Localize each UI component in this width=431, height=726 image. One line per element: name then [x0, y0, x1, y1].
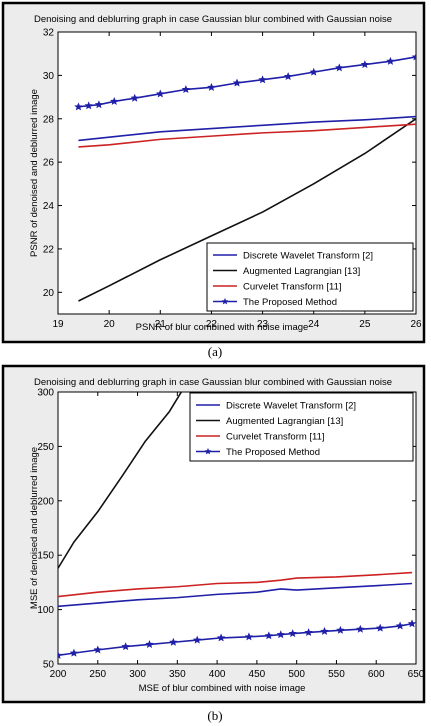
y-tick-label: 50	[43, 660, 55, 671]
x-tick-label: 200	[50, 669, 67, 680]
star-marker	[320, 626, 329, 635]
legend-label-1: Discrete Wavelet Transform [2]	[226, 401, 356, 412]
legend-b-box	[189, 392, 414, 462]
x-tick-label: 23	[257, 319, 269, 330]
y-tick-label: 250	[37, 442, 54, 453]
y-tick-label: 32	[43, 28, 55, 39]
star-marker	[309, 67, 318, 76]
panel-b: Denoising and deblurring graph in case G…	[1, 364, 426, 704]
legend-label-4: The Proposed Method	[226, 447, 320, 458]
star-marker	[258, 75, 267, 84]
chart-a-xlabel: PSNR of blur combined with noise image	[136, 322, 309, 333]
y-tick-label: 150	[37, 551, 54, 562]
star-marker	[121, 642, 130, 651]
star-marker	[356, 624, 365, 633]
star-marker	[360, 60, 370, 69]
x-tick-label: 25	[359, 319, 371, 330]
star-marker	[395, 621, 405, 630]
star-marker	[304, 628, 313, 636]
x-tick-label: 20	[104, 319, 116, 330]
x-tick-label: 400	[209, 669, 226, 680]
legend-a: Discrete Wavelet Transform [2] Augmented …	[206, 242, 414, 312]
series-line-2	[78, 118, 416, 302]
panel-a: Denoising and deblurring graph in case G…	[1, 1, 426, 344]
star-marker	[407, 619, 416, 628]
legend-label-4: The Proposed Method	[243, 297, 337, 308]
x-tick-label: 550	[328, 669, 345, 680]
legend-label-3: Curvelet Transform [11]	[226, 432, 325, 443]
x-tick-label: 650	[408, 669, 425, 680]
x-tick-label: 21	[155, 319, 167, 330]
y-tick-label: 26	[43, 158, 55, 169]
star-marker	[84, 101, 93, 110]
star-marker	[93, 645, 102, 654]
star-marker	[288, 629, 297, 638]
star-marker	[169, 637, 178, 646]
star-marker	[386, 56, 395, 65]
caption-a: (a)	[208, 344, 222, 359]
series-line-3	[58, 571, 413, 598]
star-marker	[376, 623, 385, 632]
x-tick-label: 450	[249, 669, 266, 680]
legend-star-marker	[204, 447, 212, 455]
star-marker	[232, 78, 242, 87]
chart-a-ylabel: PSNR of denoised and deblurred image	[29, 89, 40, 257]
x-tick-label: 19	[52, 319, 64, 330]
legend-label-3: Curvelet Transform [11]	[243, 282, 342, 293]
x-tick-label: 600	[368, 669, 385, 680]
star-marker	[94, 100, 104, 109]
legend-b: Discrete Wavelet Transform [2] Augmented …	[189, 392, 414, 462]
series-line-4	[78, 56, 416, 108]
star-marker	[335, 63, 344, 72]
series-line-1	[78, 115, 416, 142]
y-tick-label: 30	[43, 71, 55, 82]
legend-star-marker	[221, 297, 229, 305]
legend-label-1: Discrete Wavelet Transform [2]	[243, 251, 373, 262]
series-line-3	[78, 123, 416, 148]
star-marker	[193, 635, 202, 644]
chart-b-title: Denoising and deblurring graph in case G…	[34, 377, 392, 388]
legend-label-2: Augmented Lagrangian [13]	[243, 266, 360, 277]
star-marker	[216, 633, 226, 642]
x-tick-label: 22	[206, 319, 218, 330]
x-tick-label: 300	[129, 669, 146, 680]
chart-b-ylabel: MSE of denoised and deblurred image	[29, 447, 40, 609]
series-line-1	[58, 582, 413, 608]
x-tick-label: 500	[288, 669, 305, 680]
legend-a-box	[206, 242, 414, 312]
y-tick-label: 22	[43, 244, 55, 255]
x-tick-label: 24	[308, 319, 320, 330]
x-tick-label: 250	[89, 669, 106, 680]
star-marker	[181, 85, 191, 94]
star-marker	[336, 625, 345, 634]
chart-a-title: Denoising and deblurring graph in case G…	[34, 14, 392, 25]
series-line-2	[58, 392, 182, 569]
x-tick-label: 26	[410, 319, 422, 330]
star-marker	[145, 640, 154, 648]
y-tick-label: 200	[37, 496, 54, 507]
chart-b-xlabel: MSE of blur combined with noise image	[139, 683, 306, 694]
star-marker	[264, 631, 273, 640]
star-marker	[276, 630, 285, 639]
star-marker	[58, 650, 63, 659]
x-tick-label: 350	[169, 669, 186, 680]
star-marker	[130, 93, 139, 102]
legend-label-2: Augmented Lagrangian [13]	[226, 416, 343, 427]
y-tick-label: 300	[37, 388, 54, 399]
caption-b: (b)	[207, 708, 222, 723]
y-tick-label: 20	[43, 288, 55, 299]
star-marker	[283, 72, 293, 81]
star-marker	[156, 89, 165, 98]
star-marker	[411, 52, 416, 61]
star-marker	[110, 97, 119, 105]
star-marker	[207, 82, 216, 91]
star-marker	[74, 102, 83, 111]
star-marker	[69, 648, 79, 657]
y-tick-label: 100	[37, 605, 54, 616]
y-tick-label: 28	[43, 114, 55, 125]
y-tick-label: 24	[43, 201, 55, 212]
star-marker	[244, 632, 254, 641]
